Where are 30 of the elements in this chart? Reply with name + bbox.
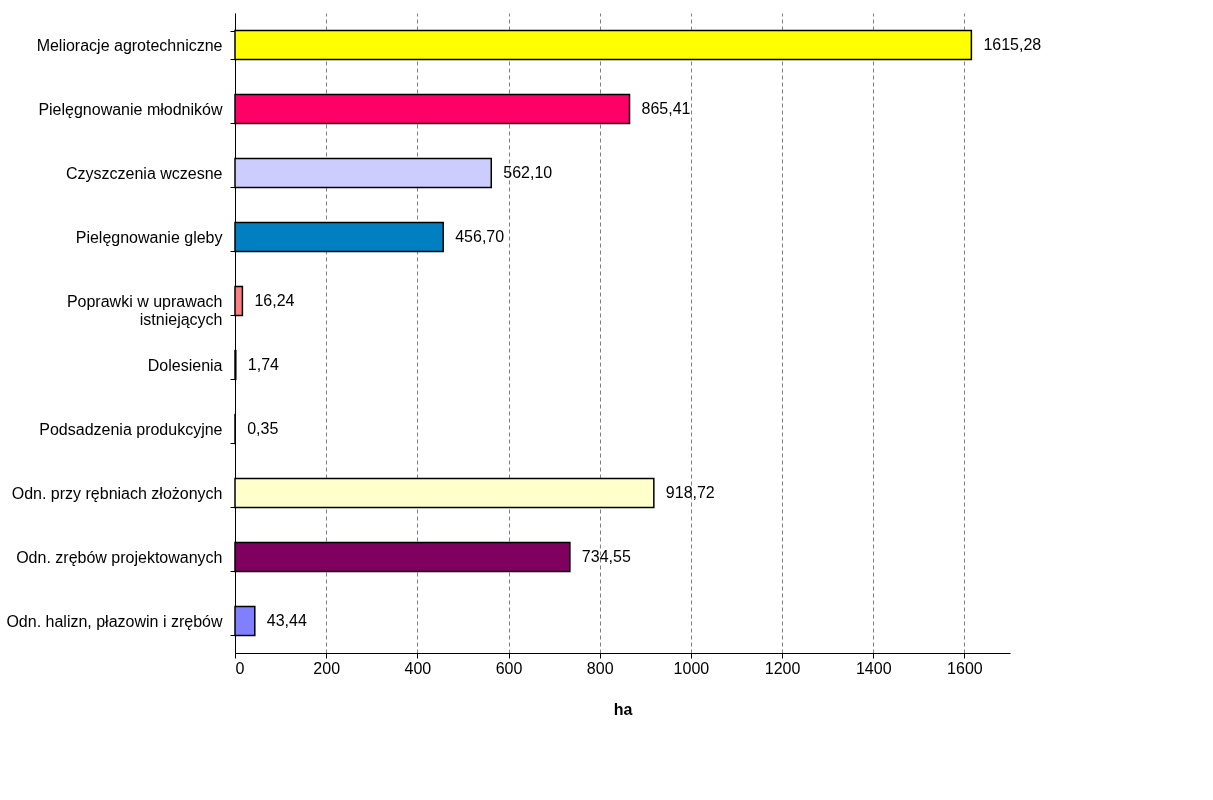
x-tick-label: 1000 [673,659,710,677]
x-axis-title: ha [613,700,633,718]
data-label: 0,35 [247,420,279,437]
y-tick-label: Odn. halizn, płazowin i zrębów [6,612,223,630]
x-tick-label: 400 [404,659,432,677]
data-label: 456,70 [455,228,505,245]
x-tick-label: 600 [495,659,523,677]
y-tick-label: Dolesienia [147,356,223,374]
x-tick-label: 800 [586,659,614,677]
y-tick-label: Odn. przy rębniach złożonych [11,484,223,502]
data-label: 43,44 [266,612,307,629]
x-tick-label: 1600 [947,659,983,677]
data-label: 16,24 [254,292,295,309]
y-tick-label: Podsadzenia produkcyjne [39,420,223,438]
data-label: 734,55 [581,548,631,565]
data-label: 1,74 [247,356,280,373]
y-tick-label: Pielęgnowanie młodników [38,100,223,118]
y-tick-label: Pielęgnowanie gleby [75,228,223,246]
y-tick-label: Poprawki w uprawach istniejących [66,292,223,328]
y-tick-label: Czyszczenia wczesne [66,164,223,182]
data-label: 562,10 [503,164,553,181]
data-label: 918,72 [665,484,715,501]
y-tick-label: Odn. zrębów projektowanych [16,548,223,566]
x-tick-label: 200 [313,659,341,677]
y-tick-label: Melioracje agrotechniczne [36,36,223,54]
data-label: 1615,28 [983,36,1042,53]
x-tick-label: 1400 [855,659,892,677]
x-tick-label: 1200 [764,659,801,677]
x-tick-label: 0 [235,659,245,677]
data-label: 865,41 [641,100,691,117]
